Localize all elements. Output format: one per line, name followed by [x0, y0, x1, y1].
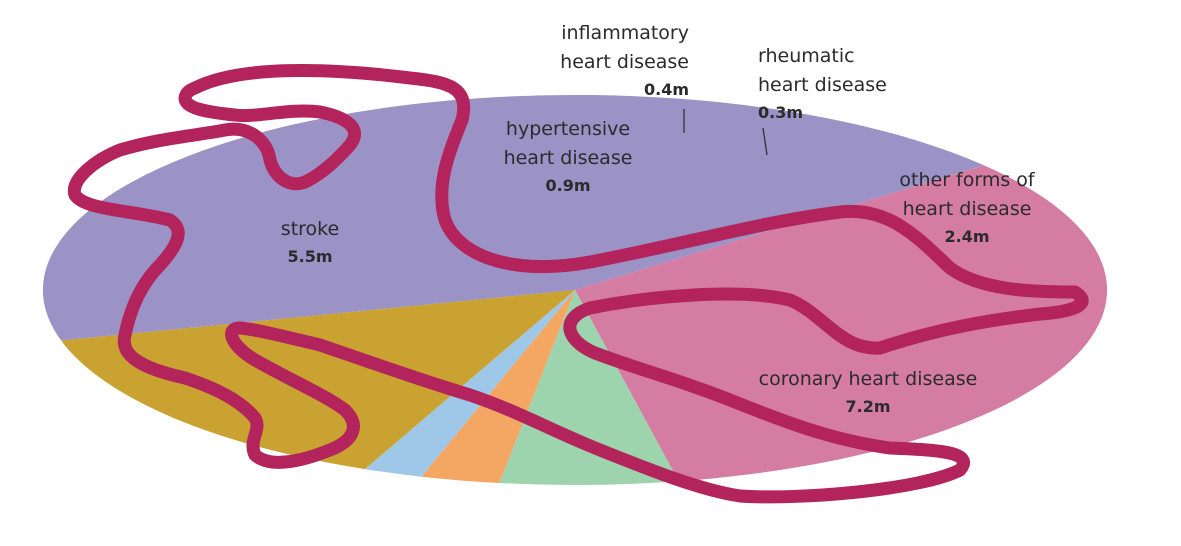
slice-label-stroke: stroke 5.5m	[281, 218, 339, 266]
slice-label-line: rheumatic	[758, 45, 855, 67]
slice-label-line: coronary heart disease	[759, 368, 978, 390]
slice-stroke	[575, 165, 1108, 482]
slice-value-hypertensive: 0.9m	[545, 176, 590, 195]
slice-hypertensive	[499, 290, 679, 486]
slice-value-rheumatic: 0.3m	[758, 103, 803, 122]
leader-line-rheumatic	[762, 127, 768, 156]
slice-label-line: heart disease	[560, 51, 689, 73]
slice-value-inflammatory: 0.4m	[644, 80, 689, 99]
pie-slices	[42, 94, 1108, 486]
heart-outline-decoration	[67, 64, 1089, 504]
slice-value-other: 2.4m	[944, 227, 989, 246]
slice-label-line: heart disease	[504, 147, 633, 169]
slice-label-line: stroke	[281, 218, 339, 240]
slice-label-coronary: coronary heart disease 7.2m	[759, 368, 978, 416]
slice-label-line: heart disease	[903, 198, 1032, 220]
slice-label-line: hypertensive	[506, 118, 630, 140]
slice-label-rheumatic: rheumatic heart disease 0.3m	[758, 45, 887, 122]
slice-label-line: other forms of	[899, 169, 1036, 191]
slice-label-other: other forms of heart disease 2.4m	[899, 169, 1036, 246]
slice-value-coronary: 7.2m	[845, 397, 890, 416]
slice-value-stroke: 5.5m	[287, 247, 332, 266]
slice-label-hypertensive: hypertensive heart disease 0.9m	[504, 118, 633, 195]
slice-other	[61, 290, 576, 470]
slice-rheumatic	[364, 290, 575, 477]
slice-label-line: inflammatory	[561, 22, 689, 44]
slice-label-inflammatory: inflammatory heart disease 0.4m	[560, 22, 689, 99]
slice-label-line: heart disease	[758, 74, 887, 96]
slice-coronary	[42, 94, 984, 341]
slice-labels: coronary heart disease 7.2m stroke 5.5m hype…	[281, 22, 1036, 416]
slice-inflammatory	[421, 290, 575, 483]
